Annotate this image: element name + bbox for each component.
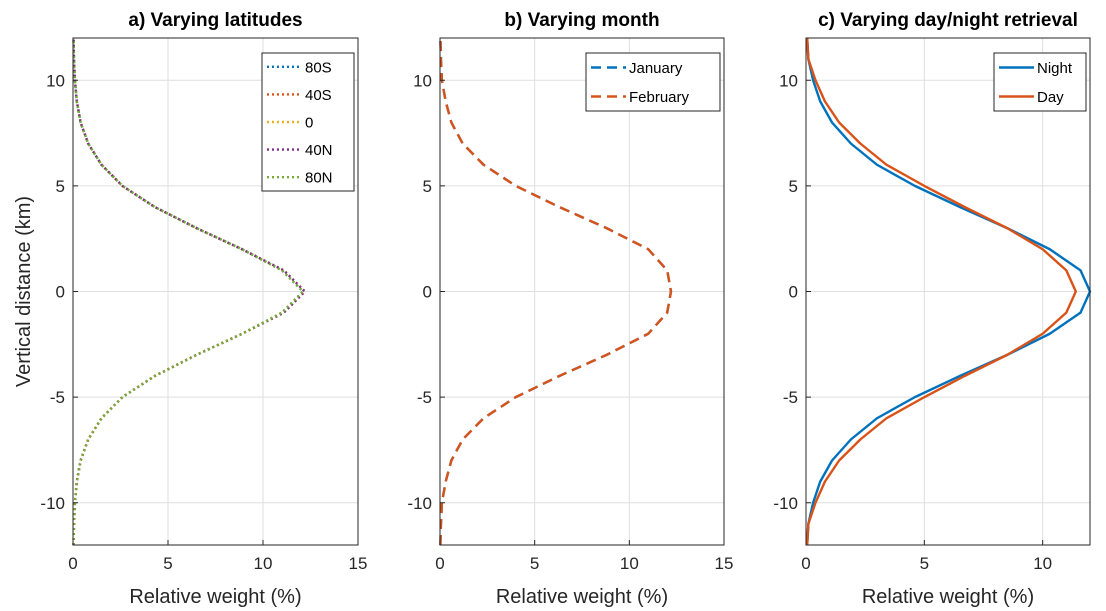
y-axis-label: Vertical distance (km) [13,196,35,387]
legend-label: 80N [305,170,333,187]
x-tick-label: 10 [1033,554,1052,573]
y-tick-label: -10 [40,494,65,513]
chart-title: c) Varying day/night retrieval [818,10,1078,31]
y-tick-label: -5 [783,388,798,407]
legend-box [993,52,1087,112]
series-line-day [805,37,1078,546]
legend-label: February [629,89,690,106]
chart-title: b) Varying month [504,10,659,31]
x-tick-label: 0 [801,554,810,573]
y-tick-label: -10 [773,494,798,513]
series-line-february [439,37,673,546]
y-tick-label: -5 [417,388,432,407]
y-tick-label: 10 [413,71,432,90]
x-tick-label: 10 [254,554,273,573]
legend: Night Day [993,52,1087,112]
chart-panel-3: 0 5 10 -10 -5 0 5 10 c) Varying day/night retrie… [773,10,1092,608]
y-tick-label: 0 [423,283,432,302]
series-line-80n [72,37,305,546]
y-tick-label: 5 [56,177,65,196]
x-tick-label: 0 [68,554,77,573]
x-axis-label: Relative weight (%) [496,586,668,608]
legend-label: 40N [305,142,333,159]
legend-label: Night [1037,60,1073,77]
y-tick-label: 0 [56,283,65,302]
y-tick-label: 0 [789,283,798,302]
y-tick-label: 10 [46,71,65,90]
x-tick-label: 15 [349,554,368,573]
x-tick-label: 5 [920,554,929,573]
legend-label: 0 [305,115,313,132]
y-tick-label: 5 [789,177,798,196]
x-tick-label: 0 [435,554,444,573]
x-tick-label: 5 [530,554,539,573]
legend: January February [585,52,721,112]
legend: 80S 40S 0 40N 80N [261,52,355,192]
x-tick-label: 15 [715,554,734,573]
y-tick-label: 5 [423,177,432,196]
legend-label: January [629,60,683,77]
y-tick-label: -5 [50,388,65,407]
legend-box [585,52,721,112]
chart-title: a) Varying latitudes [128,10,302,31]
legend-label: Day [1037,89,1064,106]
chart-panel-2: 0 5 10 15 -10 -5 0 5 10 b) Varying month Relative … [407,10,733,608]
x-axis-label: Relative weight (%) [129,586,301,608]
legend-label: 80S [305,59,332,76]
x-tick-label: 10 [620,554,639,573]
chart-panel-1: 0 5 10 15 -10 -5 0 5 10 a) Varying latitudes Relat… [13,10,367,608]
x-axis-label: Relative weight (%) [862,586,1034,608]
y-tick-label: 10 [779,71,798,90]
y-tick-label: -10 [407,494,432,513]
legend-label: 40S [305,87,332,104]
x-tick-label: 5 [163,554,172,573]
